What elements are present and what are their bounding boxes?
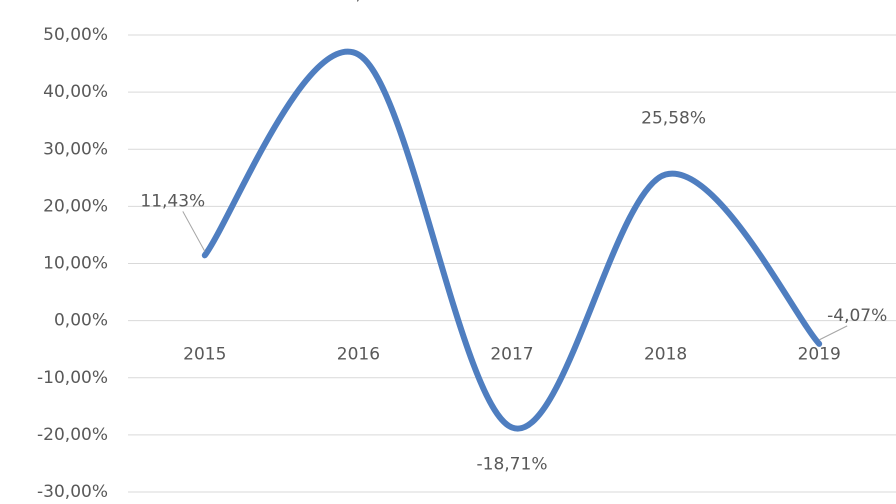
y-tick-label: -20,00% xyxy=(37,425,108,445)
line xyxy=(201,48,823,432)
y-tick-label: -30,00% xyxy=(37,482,108,502)
leader-line xyxy=(818,325,848,341)
x-tick-label: 2017 xyxy=(490,345,533,365)
data-label: -4,07% xyxy=(827,306,887,326)
y-tick-label: 30,00% xyxy=(43,139,108,159)
y-tick-label: 20,00% xyxy=(43,196,108,216)
x-tick-label: 2016 xyxy=(337,345,380,365)
x-tick-label: 2015 xyxy=(183,345,226,365)
data-label: 46,59% xyxy=(334,0,399,4)
x-tick-label: 2019 xyxy=(798,345,841,365)
y-tick-label: 40,00% xyxy=(43,82,108,102)
y-tick-label: 50,00% xyxy=(43,25,108,45)
x-tick-label: 2018 xyxy=(644,345,687,365)
data-label: 11,43% xyxy=(140,191,205,211)
y-tick-label: 0,00% xyxy=(54,311,108,331)
y-tick-label: -10,00% xyxy=(37,368,108,388)
data-label: -18,71% xyxy=(477,455,548,475)
leader-line xyxy=(182,211,206,252)
data-label: 25,58% xyxy=(641,108,706,128)
y-tick-label: 10,00% xyxy=(43,254,108,274)
